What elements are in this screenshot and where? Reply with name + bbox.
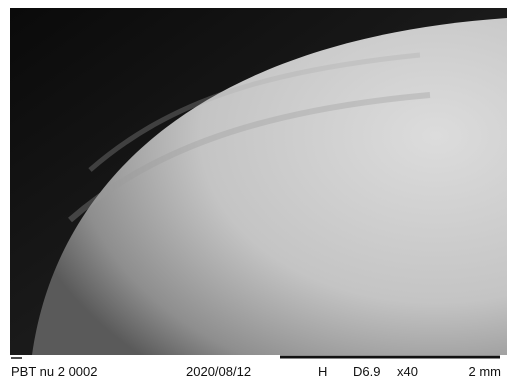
scale: 2 mm bbox=[469, 364, 502, 379]
sample-label: PBT nu 2 0002 bbox=[11, 364, 98, 379]
distance: D6.9 bbox=[353, 364, 380, 379]
date: 2020/08/12 bbox=[186, 364, 251, 379]
micrograph bbox=[10, 8, 507, 355]
mode: H bbox=[318, 364, 327, 379]
magnification: x40 bbox=[397, 364, 418, 379]
sem-screenshot: PBT nu 2 0002 2020/08/12 H D6.9 x40 2 mm bbox=[0, 0, 507, 383]
